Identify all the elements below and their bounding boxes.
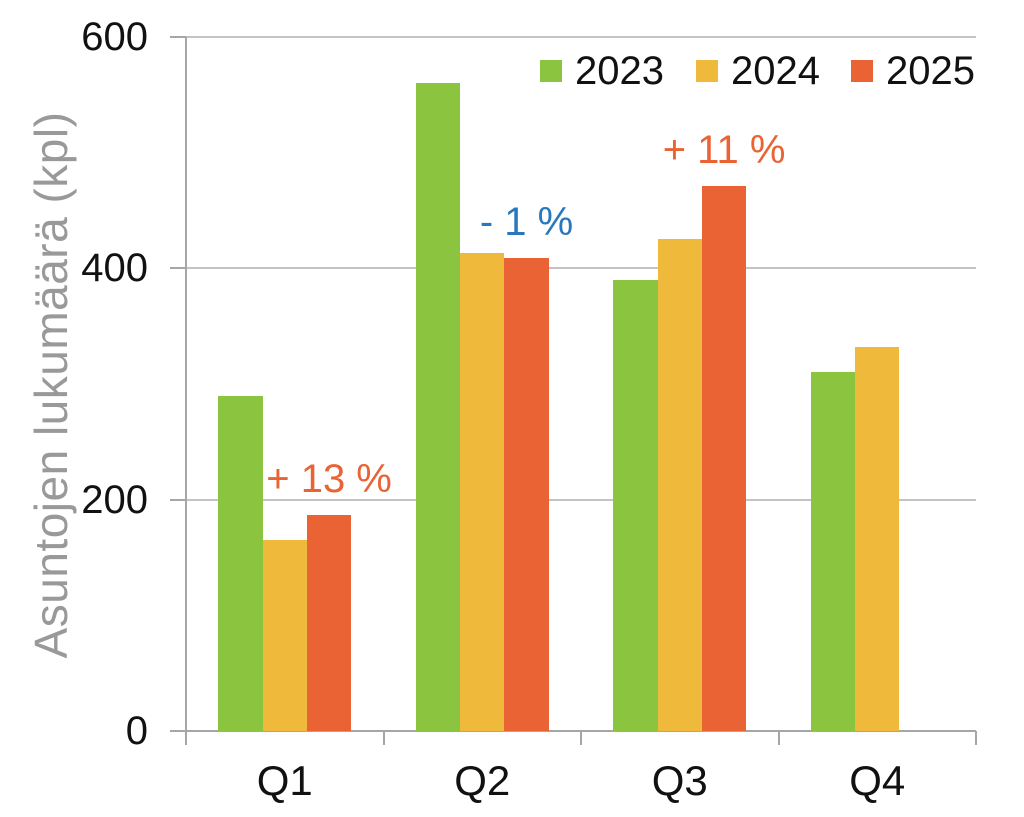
x-tick-label-Q2: Q2 bbox=[454, 757, 511, 804]
y-tick-200 bbox=[170, 498, 186, 501]
annotation-Q1: + 13 % bbox=[266, 456, 392, 501]
x-tick-label-Q4: Q4 bbox=[849, 757, 906, 804]
annotation-Q2: - 1 % bbox=[479, 199, 574, 244]
x-tick-Q2 bbox=[580, 731, 582, 745]
y-tick-label-400: 400 bbox=[81, 246, 148, 291]
x-tick-Q4 bbox=[975, 731, 977, 745]
legend-swatch-2023 bbox=[540, 60, 562, 82]
x-tick-Q1 bbox=[382, 731, 385, 745]
x-tick-Q3 bbox=[777, 731, 780, 745]
bar-2025-Q3 bbox=[701, 186, 747, 731]
bar-2024-Q3 bbox=[657, 239, 702, 731]
bar-2025-Q1 bbox=[306, 514, 352, 731]
legend-item-2025: 2025 bbox=[851, 49, 975, 93]
bar-2023-Q1 bbox=[218, 395, 263, 731]
bar-2025-Q2 bbox=[504, 257, 549, 731]
x-tick-label-Q1: Q1 bbox=[256, 757, 313, 804]
gridline-y-600 bbox=[186, 36, 976, 38]
legend-item-2024: 2024 bbox=[696, 49, 820, 93]
gridline-y-400 bbox=[186, 267, 976, 270]
y-tick-label-0: 0 bbox=[125, 709, 148, 753]
y-tick-label-200: 200 bbox=[81, 477, 148, 522]
bar-2023-Q4 bbox=[810, 372, 856, 731]
gridline-y-200 bbox=[186, 498, 976, 501]
y-tick-600 bbox=[170, 36, 186, 38]
bar-2024-Q1 bbox=[262, 540, 307, 731]
bar-2024-Q4 bbox=[855, 346, 900, 731]
bar-2023-Q2 bbox=[415, 83, 461, 731]
bar-2024-Q2 bbox=[460, 253, 505, 731]
legend-item-2023: 2023 bbox=[540, 49, 664, 93]
legend-label-2024: 2024 bbox=[731, 49, 820, 93]
legend-swatch-2024 bbox=[696, 60, 718, 82]
legend-label-2023: 2023 bbox=[575, 49, 664, 93]
y-axis-line bbox=[185, 37, 187, 745]
x-tick-label-Q3: Q3 bbox=[651, 757, 708, 804]
annotation-Q3: + 11 % bbox=[662, 128, 786, 173]
legend-label-2025: 2025 bbox=[886, 49, 975, 93]
x-axis-line bbox=[170, 730, 976, 732]
y-axis-title: Asuntojen lukumäärä (kpl) bbox=[25, 111, 77, 659]
legend-swatch-2025 bbox=[851, 60, 873, 82]
y-tick-400 bbox=[170, 267, 186, 270]
y-tick-label-600: 600 bbox=[81, 15, 148, 59]
bar-2023-Q3 bbox=[613, 279, 658, 731]
